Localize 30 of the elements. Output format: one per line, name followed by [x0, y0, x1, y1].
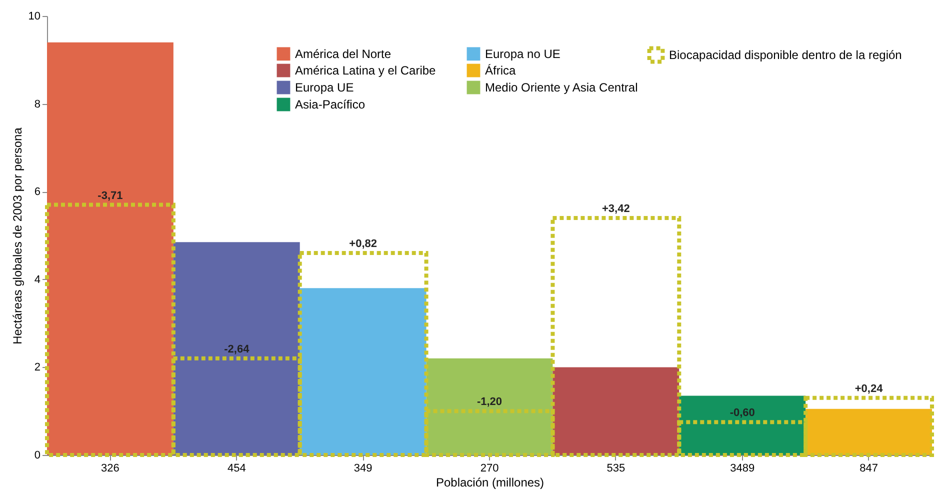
- annotation: +0,24: [854, 382, 884, 395]
- legend-label: Europa no UE: [485, 46, 560, 61]
- annotation: -3,71: [98, 190, 123, 202]
- legend-label: Medio Oriente y Asia Central: [485, 80, 638, 94]
- y-tick-label: 6: [34, 186, 40, 198]
- legend-label: Biocapacidad disponible dentro de la región: [669, 48, 902, 62]
- annotation: -1,20: [476, 396, 502, 408]
- annotation: -0,60: [730, 407, 755, 420]
- y-tick-label: 4: [34, 274, 40, 286]
- y-axis-title: Hectáreas globales de 2003 por persona: [10, 127, 24, 344]
- legend-label: Asia-Pacífico: [295, 98, 366, 112]
- x-tick-label: 349: [354, 462, 372, 474]
- annotation: +3,42: [602, 202, 630, 215]
- y-tick-label: 8: [34, 98, 40, 110]
- annotation: -2,64: [224, 343, 250, 356]
- x-tick-label: 3489: [730, 462, 755, 474]
- x-tick-label: 326: [101, 462, 120, 474]
- y-tick-label: 2: [34, 362, 40, 374]
- x-tick-label: 270: [480, 462, 499, 474]
- y-tick-label: 10: [28, 10, 40, 22]
- y-tick-label: 0: [34, 450, 40, 462]
- legend-label: África: [485, 64, 516, 78]
- x-tick-label: 535: [606, 462, 626, 474]
- x-tick-label: 847: [860, 462, 878, 474]
- x-axis-title: Población (millones): [436, 476, 544, 490]
- legend-label: Europa UE: [295, 80, 354, 94]
- x-tick-label: 454: [227, 462, 246, 474]
- legend-label: América Latina y el Caribe: [295, 64, 436, 78]
- annotation: +0,82: [349, 238, 377, 250]
- legend-label: América del Norte: [295, 46, 392, 61]
